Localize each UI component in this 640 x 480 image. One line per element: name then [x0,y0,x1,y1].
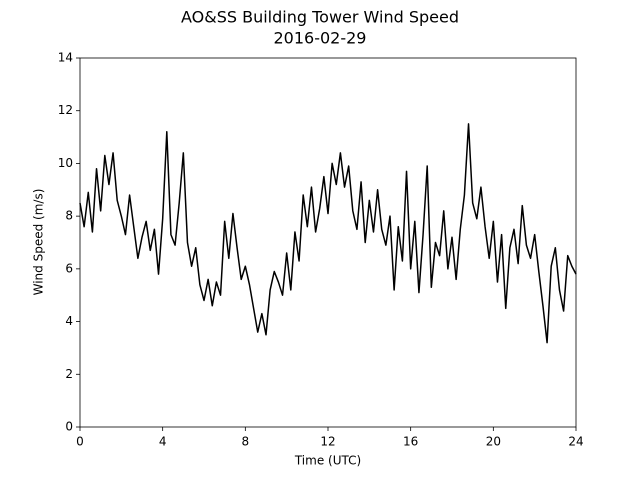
y-tick-label: 10 [58,156,73,170]
x-tick-label: 8 [242,435,250,449]
x-tick-label: 4 [159,435,167,449]
x-axis-label: Time (UTC) [294,454,361,468]
y-tick-label: 2 [65,367,73,381]
x-tick-label: 16 [403,435,418,449]
y-tick-label: 14 [58,51,73,65]
data-line [79,123,577,344]
x-tick-label: 24 [568,435,583,449]
y-tick-label: 8 [65,209,73,223]
y-tick-label: 0 [65,420,73,434]
chart-subtitle: 2016-02-29 [274,29,367,48]
y-tick-label: 6 [65,261,73,275]
plot-frame [79,57,577,428]
y-tick-label: 12 [58,103,73,117]
x-tick-label: 20 [486,435,501,449]
x-tick-label: 0 [76,435,84,449]
chart-title: AO&SS Building Tower Wind Speed [181,8,459,27]
y-tick-label: 4 [65,314,73,328]
x-tick-label: 12 [320,435,335,449]
y-axis-label: Wind Speed (m/s) [32,189,46,296]
